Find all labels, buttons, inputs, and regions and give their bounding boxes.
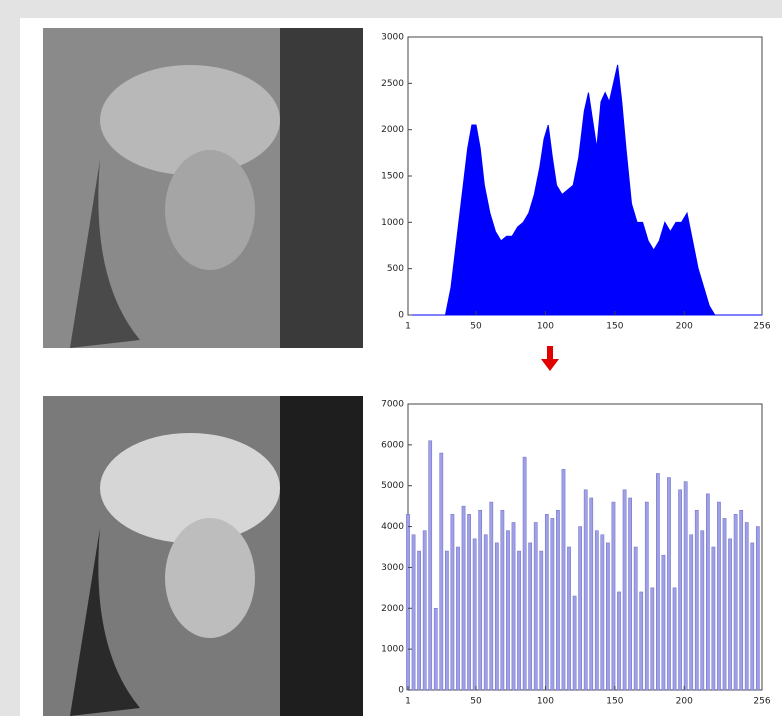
y-tick-label: 1000 — [381, 218, 404, 228]
bar — [584, 490, 587, 690]
bar — [562, 469, 565, 690]
bar — [479, 510, 482, 690]
bar — [606, 543, 609, 690]
y-tick-label: 4000 — [381, 522, 404, 532]
y-tick-label: 1000 — [381, 645, 404, 655]
bar — [451, 514, 454, 690]
bar — [506, 531, 509, 690]
bar — [484, 535, 487, 690]
bar — [462, 506, 465, 690]
y-tick-label: 0 — [398, 686, 404, 696]
bar — [751, 543, 754, 690]
x-tick-label: 200 — [676, 697, 693, 707]
bar — [440, 453, 443, 690]
y-tick-label: 500 — [387, 264, 404, 274]
x-tick-label: 256 — [753, 697, 770, 707]
bar — [690, 535, 693, 690]
x-tick-label: 100 — [537, 322, 554, 332]
bar — [717, 502, 720, 690]
bar — [490, 502, 493, 690]
bar — [656, 473, 659, 690]
x-tick-label: 150 — [606, 697, 623, 707]
x-tick-label: 1 — [405, 697, 411, 707]
bar — [734, 514, 737, 690]
bar — [651, 588, 654, 690]
bar — [629, 498, 632, 690]
bar — [406, 514, 409, 690]
bar — [423, 531, 426, 690]
bar — [590, 498, 593, 690]
y-tick-label: 3000 — [381, 33, 404, 43]
bar — [740, 510, 743, 690]
x-tick-label: 50 — [470, 697, 482, 707]
y-tick-label: 2500 — [381, 79, 404, 89]
bar — [512, 522, 515, 690]
bar — [634, 547, 637, 690]
figure: 0500100015002000250030001501001502002560… — [0, 0, 782, 716]
original-photo — [43, 28, 363, 348]
bar — [601, 535, 604, 690]
bar — [429, 441, 432, 690]
y-tick-label: 0 — [398, 311, 404, 321]
x-tick-label: 150 — [606, 322, 623, 332]
bar — [567, 547, 570, 690]
bar — [745, 522, 748, 690]
bar — [445, 551, 448, 690]
bar — [573, 596, 576, 690]
x-tick-label: 256 — [753, 322, 770, 332]
y-tick-label: 6000 — [381, 440, 404, 450]
bar — [662, 555, 665, 690]
bar — [756, 527, 759, 690]
bar — [667, 478, 670, 690]
bar — [434, 608, 437, 690]
bar — [595, 531, 598, 690]
x-tick-label: 100 — [537, 697, 554, 707]
y-tick-label: 1500 — [381, 172, 404, 182]
bar — [501, 510, 504, 690]
bar — [545, 514, 548, 690]
y-tick-label: 2000 — [381, 604, 404, 614]
bar — [456, 547, 459, 690]
bar — [495, 543, 498, 690]
bar — [412, 535, 415, 690]
bar — [418, 551, 421, 690]
bar — [523, 457, 526, 690]
bar — [684, 482, 687, 690]
bar — [467, 514, 470, 690]
bar — [673, 588, 676, 690]
bar — [551, 518, 554, 690]
bar — [540, 551, 543, 690]
bar — [701, 531, 704, 690]
y-tick-label: 5000 — [381, 481, 404, 491]
bar — [534, 522, 537, 690]
x-tick-label: 1 — [405, 322, 411, 332]
bar — [723, 518, 726, 690]
y-tick-label: 2000 — [381, 125, 404, 135]
y-tick-label: 3000 — [381, 563, 404, 573]
bar — [645, 502, 648, 690]
bar — [473, 539, 476, 690]
bar — [623, 490, 626, 690]
bar — [695, 510, 698, 690]
bar — [678, 490, 681, 690]
bar — [579, 527, 582, 690]
bar — [617, 592, 620, 690]
bar — [728, 539, 731, 690]
x-tick-label: 50 — [470, 322, 482, 332]
bar — [706, 494, 709, 690]
y-tick-label: 7000 — [381, 400, 404, 410]
bar — [612, 502, 615, 690]
equalized-photo — [43, 396, 363, 716]
bar — [556, 510, 559, 690]
bar — [517, 551, 520, 690]
bar — [640, 592, 643, 690]
bar — [712, 547, 715, 690]
bar — [529, 543, 532, 690]
figure-canvas: 0500100015002000250030001501001502002560… — [0, 0, 782, 716]
x-tick-label: 200 — [676, 322, 693, 332]
